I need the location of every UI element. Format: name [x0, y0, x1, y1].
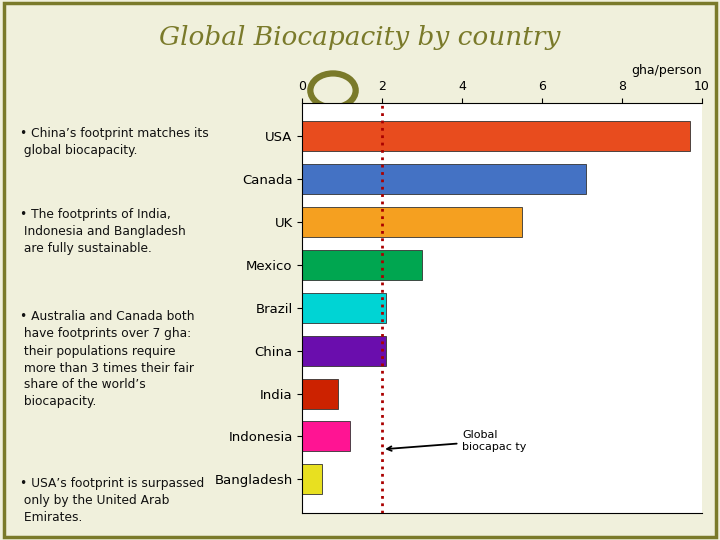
Bar: [302, 379, 338, 409]
X-axis label: gha/person: gha/person: [631, 64, 702, 77]
Bar: [302, 464, 323, 494]
Bar: [302, 250, 422, 280]
Text: • China’s footprint matches its
 global biocapacity.: • China’s footprint matches its global b…: [20, 127, 209, 157]
Text: Global Biocapacity by country: Global Biocapacity by country: [159, 25, 561, 50]
Bar: [302, 421, 351, 451]
Bar: [302, 293, 387, 323]
Bar: [302, 207, 522, 237]
Bar: [302, 122, 690, 151]
Bar: [302, 164, 586, 194]
Text: • The footprints of India,
 Indonesia and Bangladesh
 are fully sustainable.: • The footprints of India, Indonesia and…: [20, 208, 186, 255]
Text: Global
biocapac ty: Global biocapac ty: [387, 430, 526, 451]
Bar: [302, 336, 387, 366]
Text: • Australia and Canada both
 have footprints over 7 gha:
 their populations requ: • Australia and Canada both have footpri…: [20, 310, 194, 408]
Text: • USA’s footprint is surpassed
 only by the United Arab
 Emirates.: • USA’s footprint is surpassed only by t…: [20, 477, 204, 524]
